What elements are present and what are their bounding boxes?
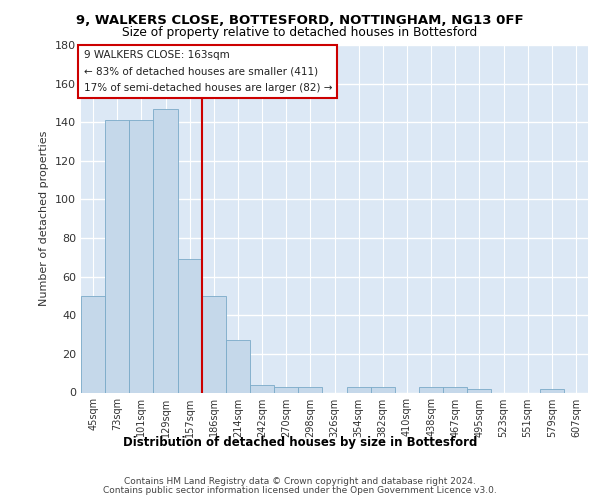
- Bar: [178, 260, 202, 392]
- Bar: [105, 120, 129, 392]
- Bar: [81, 296, 105, 392]
- Bar: [226, 340, 250, 392]
- Bar: [467, 388, 491, 392]
- Text: Distribution of detached houses by size in Bottesford: Distribution of detached houses by size …: [123, 436, 477, 449]
- Bar: [154, 108, 178, 393]
- Bar: [250, 385, 274, 392]
- Bar: [298, 386, 322, 392]
- Text: 9, WALKERS CLOSE, BOTTESFORD, NOTTINGHAM, NG13 0FF: 9, WALKERS CLOSE, BOTTESFORD, NOTTINGHAM…: [76, 14, 524, 27]
- Bar: [274, 386, 298, 392]
- Bar: [540, 388, 564, 392]
- Text: 9 WALKERS CLOSE: 163sqm
← 83% of detached houses are smaller (411)
17% of semi-d: 9 WALKERS CLOSE: 163sqm ← 83% of detache…: [83, 50, 332, 93]
- Bar: [419, 386, 443, 392]
- Bar: [347, 386, 371, 392]
- Text: Contains HM Land Registry data © Crown copyright and database right 2024.: Contains HM Land Registry data © Crown c…: [124, 478, 476, 486]
- Text: Contains public sector information licensed under the Open Government Licence v3: Contains public sector information licen…: [103, 486, 497, 495]
- Bar: [129, 120, 154, 392]
- Text: Size of property relative to detached houses in Bottesford: Size of property relative to detached ho…: [122, 26, 478, 39]
- Bar: [443, 386, 467, 392]
- Bar: [202, 296, 226, 392]
- Bar: [371, 386, 395, 392]
- Y-axis label: Number of detached properties: Number of detached properties: [40, 131, 49, 306]
